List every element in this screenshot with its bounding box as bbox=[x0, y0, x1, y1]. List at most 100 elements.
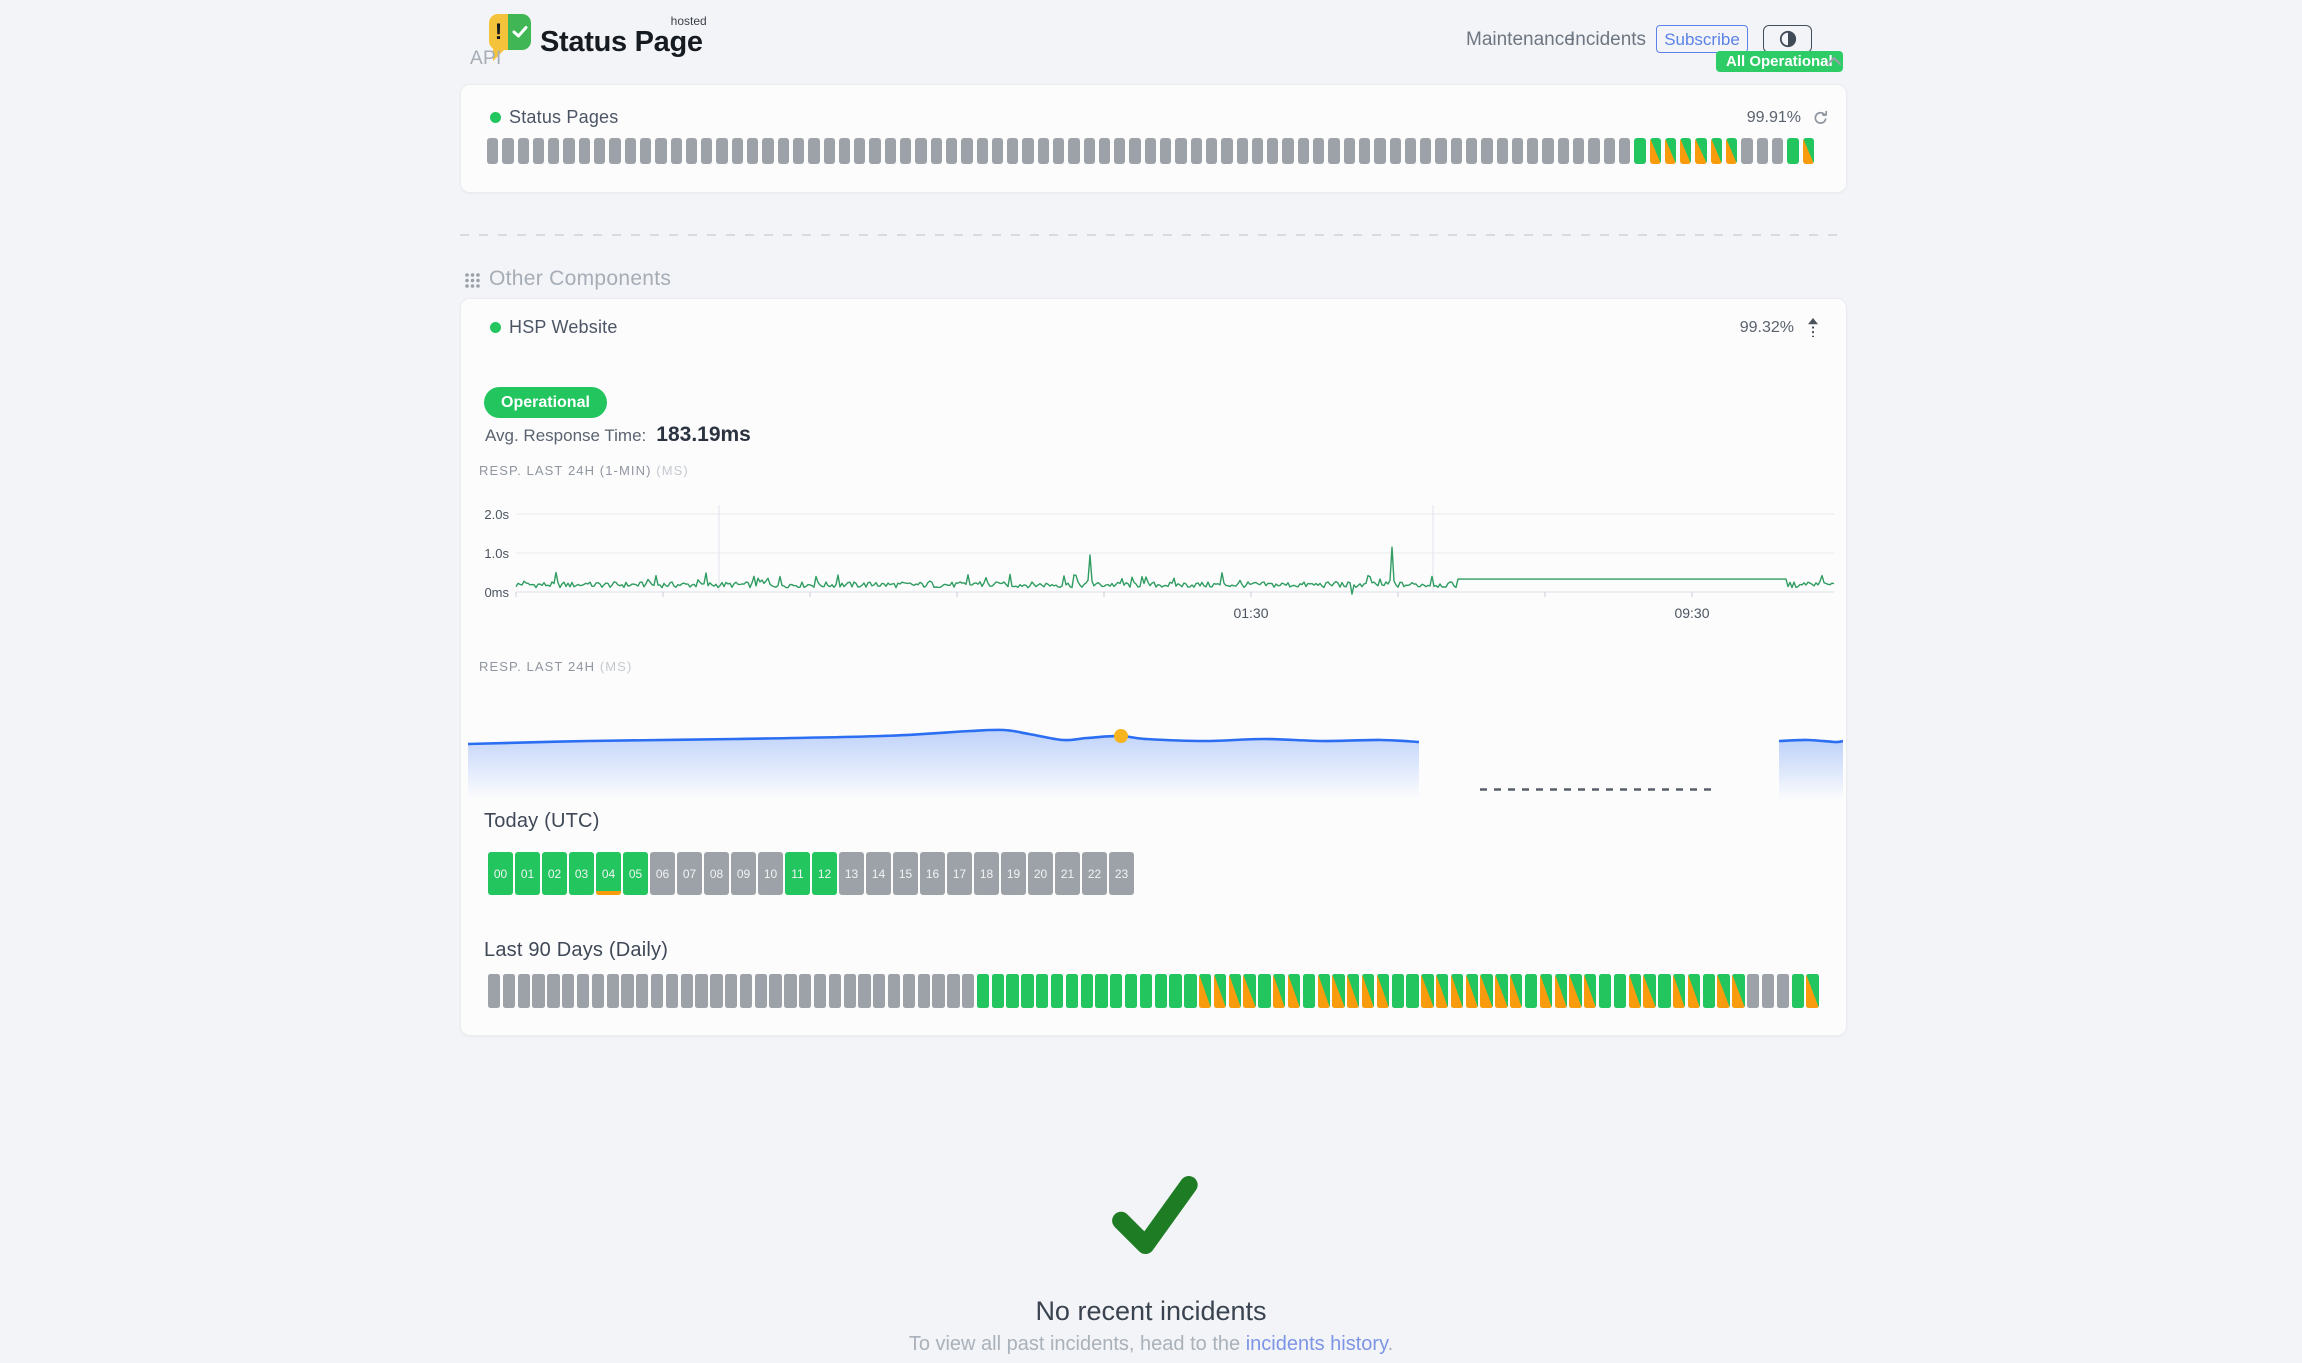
day-block[interactable] bbox=[1554, 974, 1567, 1008]
uptime-bar[interactable] bbox=[1557, 138, 1570, 164]
day-block[interactable] bbox=[1080, 974, 1093, 1008]
uptime-bar[interactable] bbox=[1573, 138, 1585, 164]
day-block[interactable] bbox=[1184, 974, 1197, 1008]
hour-block[interactable]: 09 bbox=[731, 852, 756, 895]
uptime-bar[interactable] bbox=[1420, 138, 1432, 164]
day-block[interactable] bbox=[1791, 974, 1804, 1008]
hour-block[interactable]: 22 bbox=[1082, 852, 1107, 895]
uptime-bar[interactable] bbox=[1741, 138, 1753, 164]
day-block[interactable] bbox=[1673, 974, 1686, 1008]
day-block[interactable] bbox=[532, 974, 545, 1008]
hour-block[interactable]: 21 bbox=[1055, 852, 1080, 895]
day-block[interactable] bbox=[1628, 974, 1641, 1008]
hour-block[interactable]: 15 bbox=[893, 852, 918, 895]
day-block[interactable] bbox=[636, 974, 649, 1008]
uptime-bar[interactable] bbox=[1267, 138, 1279, 164]
day-block[interactable] bbox=[1391, 974, 1404, 1008]
hour-block[interactable]: 20 bbox=[1028, 852, 1053, 895]
day-block[interactable] bbox=[1495, 974, 1508, 1008]
day-block[interactable] bbox=[621, 974, 634, 1008]
uptime-bar[interactable] bbox=[915, 138, 927, 164]
hour-block[interactable]: 16 bbox=[920, 852, 945, 895]
day-block[interactable] bbox=[488, 974, 501, 1008]
uptime-bar[interactable] bbox=[1726, 138, 1738, 164]
day-block[interactable] bbox=[1199, 974, 1212, 1008]
nav-incidents[interactable]: Incidents bbox=[1570, 29, 1647, 50]
hour-block[interactable]: 02 bbox=[542, 852, 567, 895]
uptime-bar[interactable] bbox=[991, 138, 1004, 164]
day-block[interactable] bbox=[695, 974, 708, 1008]
refresh-icon[interactable] bbox=[1812, 110, 1829, 132]
day-block[interactable] bbox=[1154, 974, 1167, 1008]
uptime-bar[interactable] bbox=[1680, 138, 1692, 164]
hour-block[interactable]: 13 bbox=[839, 852, 864, 895]
uptime-bar[interactable] bbox=[1450, 138, 1462, 164]
day-block[interactable] bbox=[1258, 974, 1271, 1008]
uptime-bar[interactable] bbox=[1496, 138, 1508, 164]
day-block[interactable] bbox=[917, 974, 930, 1008]
uptime-bar[interactable] bbox=[731, 138, 744, 164]
uptime-bar[interactable] bbox=[1007, 138, 1019, 164]
uptime-bar[interactable] bbox=[762, 138, 774, 164]
uptime-bar[interactable] bbox=[1251, 138, 1264, 164]
day-block[interactable] bbox=[1021, 974, 1034, 1008]
uptime-bar[interactable] bbox=[792, 138, 805, 164]
uptime-bar[interactable] bbox=[1221, 138, 1233, 164]
uptime-bar[interactable] bbox=[1297, 138, 1310, 164]
uptime-bar[interactable] bbox=[1603, 138, 1615, 164]
uptime-bar[interactable] bbox=[1129, 138, 1141, 164]
day-block[interactable] bbox=[1065, 974, 1078, 1008]
uptime-bar[interactable] bbox=[1771, 138, 1784, 164]
day-block[interactable] bbox=[1332, 974, 1345, 1008]
day-block[interactable] bbox=[1036, 974, 1049, 1008]
uptime-bar[interactable] bbox=[1664, 138, 1677, 164]
day-block[interactable] bbox=[976, 974, 990, 1008]
uptime-bar[interactable] bbox=[502, 138, 514, 164]
day-block[interactable] bbox=[1806, 974, 1819, 1008]
day-block[interactable] bbox=[1287, 974, 1301, 1008]
day-block[interactable] bbox=[1406, 974, 1419, 1008]
hour-block[interactable]: 07 bbox=[677, 852, 702, 895]
day-block[interactable] bbox=[1687, 974, 1701, 1008]
uptime-bar[interactable] bbox=[639, 138, 652, 164]
uptime-bar[interactable] bbox=[976, 138, 988, 164]
day-block[interactable] bbox=[843, 974, 856, 1008]
uptime-bar[interactable] bbox=[823, 138, 835, 164]
uptime-bar[interactable] bbox=[869, 138, 881, 164]
day-block[interactable] bbox=[1273, 974, 1286, 1008]
uptime-bar[interactable] bbox=[1710, 138, 1723, 164]
uptime-bar[interactable] bbox=[670, 138, 682, 164]
response-1min-chart[interactable]: 2.0s 1.0s 0ms 01:30 09:30 bbox=[479, 501, 1839, 626]
day-block[interactable] bbox=[739, 974, 753, 1008]
day-block[interactable] bbox=[1613, 974, 1627, 1008]
uptime-bar[interactable] bbox=[777, 138, 789, 164]
uptime-bar[interactable] bbox=[1083, 138, 1095, 164]
day-block[interactable] bbox=[991, 974, 1004, 1008]
uptime-bar[interactable] bbox=[808, 138, 820, 164]
uptime-bar[interactable] bbox=[548, 138, 560, 164]
uptime-bar[interactable] bbox=[1588, 138, 1600, 164]
day-block[interactable] bbox=[1436, 974, 1449, 1008]
day-block[interactable] bbox=[665, 974, 679, 1008]
day-block[interactable] bbox=[1717, 974, 1730, 1008]
hour-block[interactable]: 08 bbox=[704, 852, 729, 895]
uptime-bar[interactable] bbox=[609, 138, 621, 164]
day-block[interactable] bbox=[902, 974, 916, 1008]
day-block[interactable] bbox=[1747, 974, 1760, 1008]
uptime-bar[interactable] bbox=[961, 138, 973, 164]
day-block[interactable] bbox=[1213, 974, 1227, 1008]
day-block[interactable] bbox=[1228, 974, 1241, 1008]
uptime-bar[interactable] bbox=[716, 138, 728, 164]
day-block[interactable] bbox=[1510, 974, 1523, 1008]
day-block[interactable] bbox=[1317, 974, 1330, 1008]
uptime-bar[interactable] bbox=[1527, 138, 1539, 164]
day-block[interactable] bbox=[591, 974, 604, 1008]
day-block[interactable] bbox=[769, 974, 782, 1008]
hour-block[interactable]: 06 bbox=[650, 852, 675, 895]
day-block[interactable] bbox=[1524, 974, 1538, 1008]
day-block[interactable] bbox=[517, 974, 530, 1008]
day-block[interactable] bbox=[1006, 974, 1019, 1008]
day-block[interactable] bbox=[799, 974, 812, 1008]
uptime-bar[interactable] bbox=[1160, 138, 1172, 164]
day-block[interactable] bbox=[1480, 974, 1493, 1008]
